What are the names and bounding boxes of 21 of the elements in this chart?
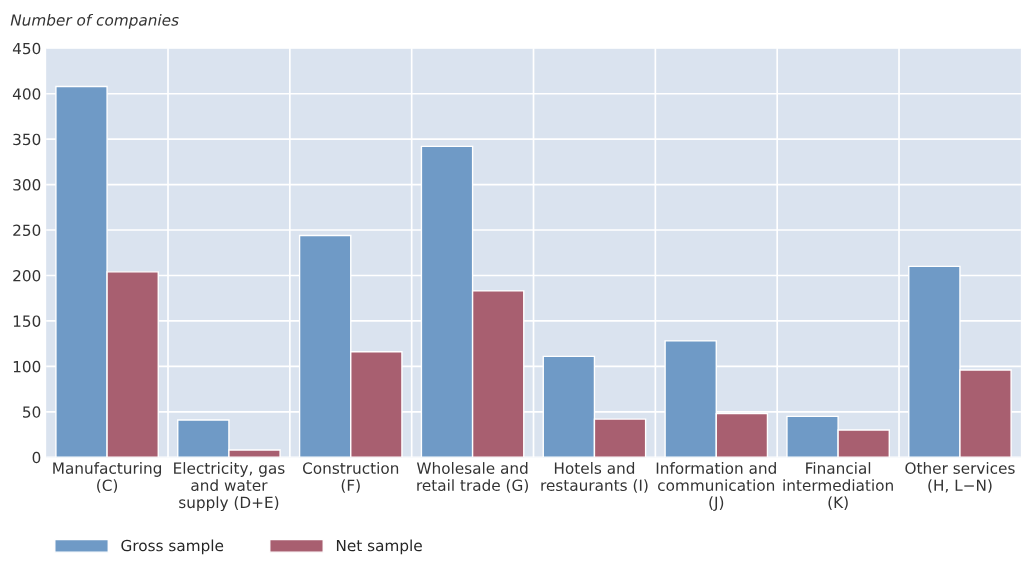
y-tick-label: 400	[12, 88, 41, 100]
legend-label: Gross sample	[121, 539, 224, 555]
y-tick-label: 150	[13, 315, 41, 327]
y-tick-label: 250	[13, 224, 41, 237]
y-tick-label: 350	[13, 133, 41, 146]
y-tick-label: 100	[13, 360, 41, 373]
y-tick-label: 0	[32, 451, 41, 464]
legend-label: Net sample	[336, 539, 422, 555]
x-tick-label: Wholesale and retail trade (G)	[416, 462, 528, 493]
x-tick-label: Information and communication (J)	[656, 462, 776, 511]
x-tick-label: Hotels and restaurants (I)	[541, 462, 648, 493]
y-tick-label: 200	[13, 269, 41, 282]
y-axis-title: Number of companies	[10, 13, 179, 29]
x-tick-label: Financial intermediation (K)	[783, 462, 893, 510]
x-tick-label: Construction (F)	[302, 462, 399, 493]
x-tick-label: Other services (H, L−N)	[905, 462, 1015, 493]
x-tick-label: Manufacturing (C)	[53, 462, 162, 493]
y-tick-label: 300	[13, 179, 41, 191]
y-tick-label: 450	[12, 42, 41, 55]
y-tick-label: 50	[23, 406, 41, 418]
x-tick-label: Electricity, gas and water supply (D+E)	[174, 462, 285, 512]
